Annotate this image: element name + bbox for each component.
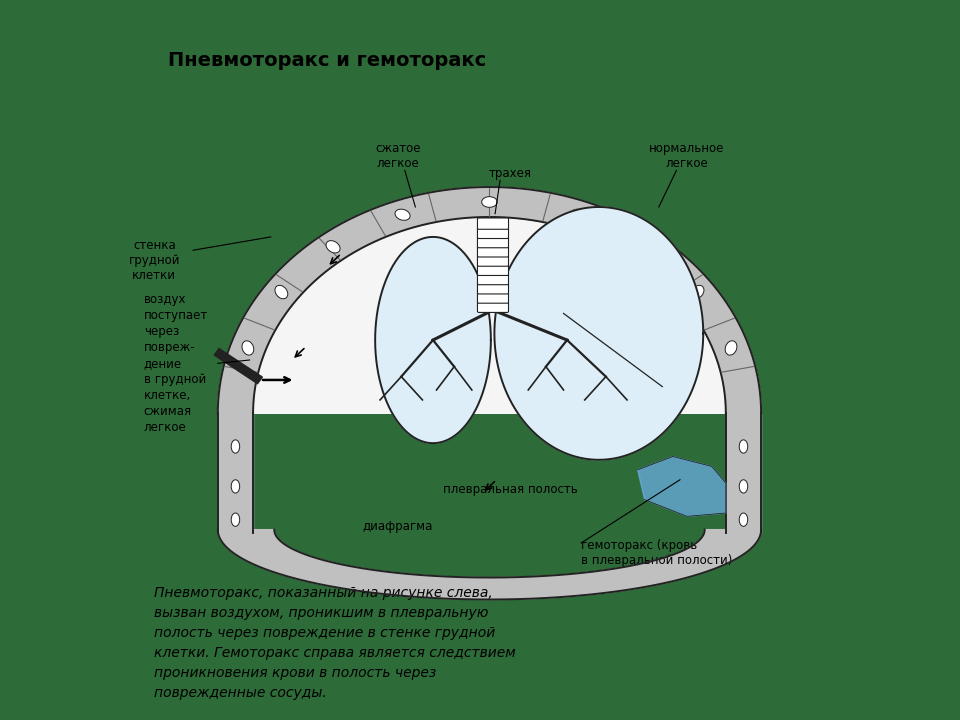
- Text: гемоторакс (кровь
в плевральной полости): гемоторакс (кровь в плевральной полости): [581, 539, 732, 567]
- Polygon shape: [375, 237, 491, 443]
- Ellipse shape: [638, 240, 653, 253]
- Polygon shape: [218, 530, 761, 600]
- Ellipse shape: [231, 440, 240, 453]
- Text: стенка
грудной
клетки: стенка грудной клетки: [129, 239, 180, 282]
- Text: сжатое
легкое: сжатое легкое: [375, 143, 420, 171]
- FancyBboxPatch shape: [477, 283, 509, 294]
- FancyBboxPatch shape: [477, 218, 509, 229]
- Polygon shape: [214, 348, 262, 384]
- Ellipse shape: [691, 285, 704, 299]
- Text: диафрагма: диафрагма: [363, 520, 433, 533]
- Ellipse shape: [739, 480, 748, 493]
- FancyBboxPatch shape: [477, 228, 509, 238]
- Text: нормальное
легкое: нормальное легкое: [649, 143, 725, 171]
- Polygon shape: [218, 187, 761, 413]
- Ellipse shape: [231, 480, 240, 493]
- Ellipse shape: [739, 513, 748, 526]
- Polygon shape: [726, 413, 761, 533]
- Ellipse shape: [395, 209, 410, 220]
- FancyBboxPatch shape: [477, 301, 509, 312]
- FancyBboxPatch shape: [477, 274, 509, 284]
- Polygon shape: [494, 207, 704, 460]
- Ellipse shape: [326, 240, 340, 253]
- Text: воздух
поступает
через
повреж-
дение
в грудной
клетке,
сжимая
легкое: воздух поступает через повреж- дение в г…: [144, 293, 208, 434]
- Polygon shape: [253, 217, 726, 413]
- Text: плевральная полость: плевральная полость: [444, 483, 578, 496]
- Ellipse shape: [275, 285, 288, 299]
- Text: Пневмоторакс, показанный на рисунке слева,
вызван воздухом, проникшим в плевраль: Пневмоторакс, показанный на рисунке слев…: [155, 586, 516, 701]
- Polygon shape: [218, 413, 253, 533]
- Ellipse shape: [482, 197, 497, 207]
- Text: Пневмоторакс и гемоторакс: Пневмоторакс и гемоторакс: [168, 50, 487, 70]
- Ellipse shape: [725, 341, 737, 355]
- FancyBboxPatch shape: [477, 264, 509, 276]
- FancyBboxPatch shape: [477, 236, 509, 248]
- Polygon shape: [637, 456, 726, 516]
- Ellipse shape: [231, 513, 240, 526]
- FancyBboxPatch shape: [477, 255, 509, 266]
- Ellipse shape: [739, 440, 748, 453]
- FancyBboxPatch shape: [477, 292, 509, 303]
- Ellipse shape: [568, 209, 584, 220]
- FancyBboxPatch shape: [477, 246, 509, 257]
- Text: трахея: трахея: [490, 167, 532, 181]
- Ellipse shape: [242, 341, 253, 355]
